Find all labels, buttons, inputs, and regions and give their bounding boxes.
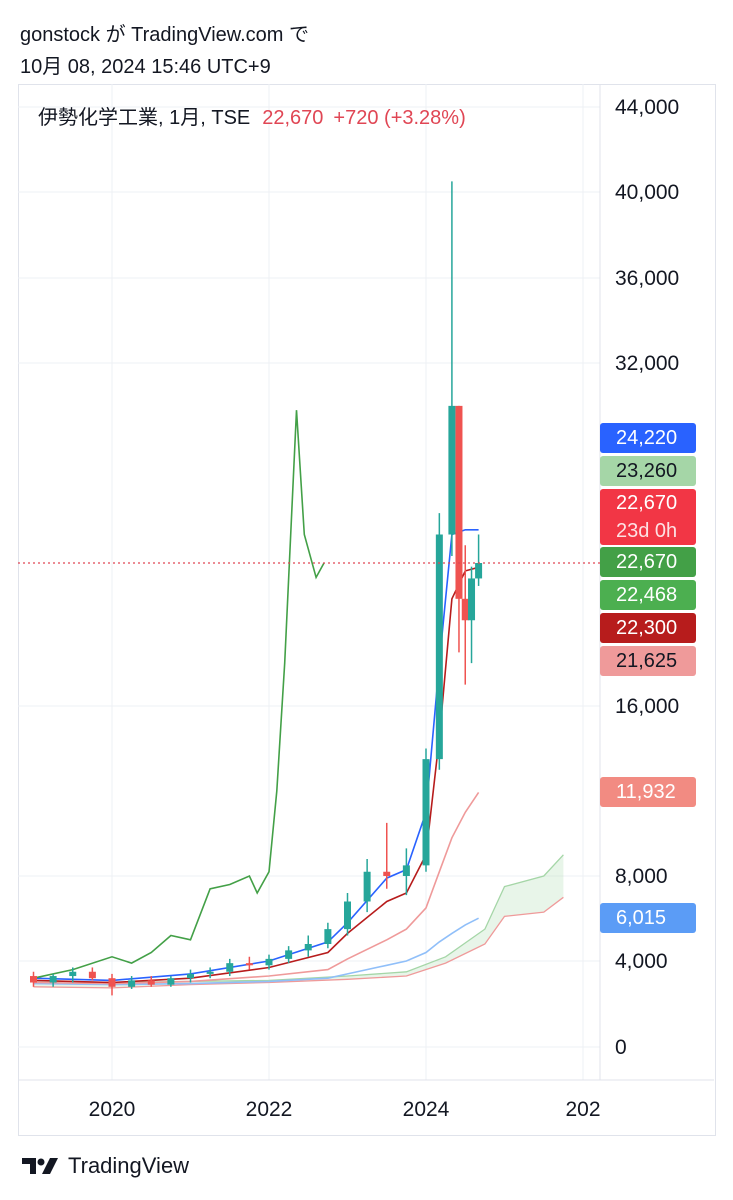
price-tag: 6,015 (600, 903, 696, 933)
ma-lightblue-line (33, 917, 479, 986)
candle-body (245, 963, 253, 966)
candle-body (30, 976, 37, 983)
candle-body (468, 578, 476, 621)
candle-body (422, 759, 430, 866)
footer-brand: TradingView (68, 1153, 190, 1178)
candle-body (402, 865, 410, 876)
price-tag: 23,260 (600, 456, 696, 486)
x-tick-label: 2024 (403, 1098, 450, 1121)
candle-body (285, 950, 293, 959)
y-tick-label: 32,000 (615, 352, 679, 375)
ma-blue-line (33, 528, 479, 982)
date-line: 10月 08, 2024 15:46 UTC+9 (20, 56, 271, 78)
candle-body (206, 971, 214, 974)
cloud-fill (33, 854, 564, 988)
y-tick-label: 36,000 (615, 267, 679, 290)
cloud-upper-line (33, 854, 564, 984)
price-tag: 22,468 (600, 580, 696, 610)
footer: TradingView (20, 1153, 189, 1179)
price-tag: 21,625 (600, 646, 696, 676)
chart-frame (18, 84, 716, 1136)
y-tick-label: 0 (615, 1036, 627, 1059)
y-tick-label: 16,000 (615, 695, 679, 718)
candle-body (435, 534, 443, 760)
price-tag: 11,932 (600, 777, 696, 807)
y-tick-label: 40,000 (615, 181, 679, 204)
candle-body (324, 929, 332, 944)
candle-body (461, 598, 469, 621)
ma-pink-line (33, 791, 480, 985)
x-tick-label: 2022 (246, 1098, 293, 1121)
candle-body (448, 405, 456, 535)
candle-body (108, 978, 116, 987)
legend-price: 22,670 (262, 107, 324, 129)
y-tick-label: 44,000 (615, 96, 679, 119)
candle-body (226, 963, 234, 972)
price-tag: 24,220 (600, 423, 696, 453)
candle-body (88, 971, 96, 979)
candle-body (304, 944, 312, 951)
y-tick-label: 4,000 (615, 950, 668, 973)
x-tick-label: 202 (565, 1098, 600, 1121)
candle-body (455, 405, 463, 599)
candle-body (49, 976, 57, 983)
candle-body (383, 871, 391, 876)
candle-body (187, 973, 194, 979)
tradingview-logo-icon (22, 1158, 58, 1174)
candle-body (475, 563, 483, 579)
legend-change: +720 (+3.28%) (333, 107, 466, 129)
x-tick-label: 2020 (89, 1098, 136, 1121)
price-tag: 22,300 (600, 613, 696, 643)
price-tag: 22,670 (600, 547, 696, 577)
price-tag-countdown: 23d 0h (616, 520, 678, 542)
candle-body (128, 980, 136, 987)
candle-body (167, 978, 175, 985)
candle-body (363, 871, 371, 902)
ma-darkred-line (33, 566, 479, 984)
legend-symbol: 伊勢化学工業, 1月, TSE (38, 107, 251, 129)
author-line: gonstock が TradingView.com で (20, 24, 310, 46)
comparison-line (33, 410, 325, 979)
candle-body (69, 971, 77, 977)
candle-body (147, 980, 155, 985)
price-tag: 22,670 23d 0h (600, 489, 696, 545)
cloud-lower-line (33, 896, 564, 989)
candle-body (265, 958, 273, 966)
candle-body (344, 901, 351, 930)
chart-legend: 伊勢化学工業, 1月, TSE 22,670 +720 (+3.28%) (38, 101, 466, 130)
y-tick-label: 8,000 (615, 865, 668, 888)
